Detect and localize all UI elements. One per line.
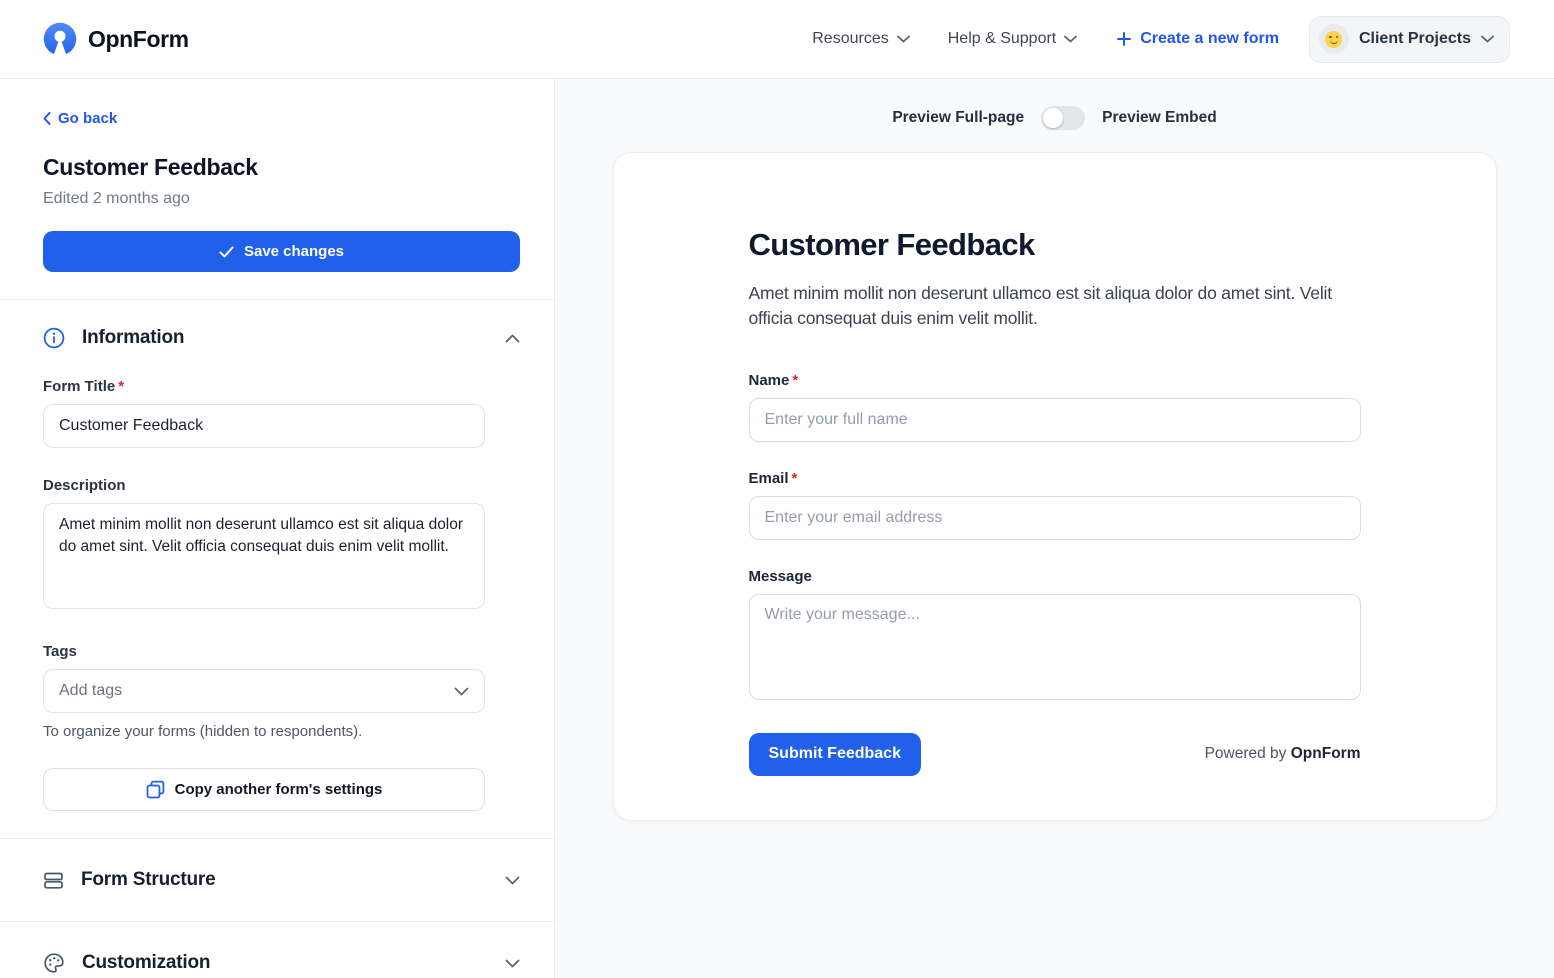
back-chevron-icon	[43, 112, 51, 125]
chevron-down-icon	[1064, 35, 1078, 43]
section-information-title: Information	[82, 327, 185, 348]
form-title-label: Form Title *	[43, 378, 125, 395]
copy-form-settings-label: Copy another form's settings	[174, 781, 383, 798]
preview-fullpage-label: Preview Full-page	[892, 109, 1025, 126]
workspace-label: Client Projects	[1358, 30, 1471, 47]
smiley-face-icon	[1325, 30, 1343, 48]
preview-mode-toggle[interactable]	[1041, 106, 1086, 130]
brand-logo[interactable]: OpnForm	[42, 21, 189, 57]
required-asterisk: *	[792, 371, 799, 389]
plus-icon	[1117, 32, 1132, 46]
tags-label: Tags	[43, 643, 77, 660]
info-icon	[43, 327, 65, 349]
required-asterisk: *	[118, 378, 125, 395]
powered-by-brand: OpnForm	[1290, 745, 1361, 763]
email-input[interactable]	[748, 495, 1361, 540]
submit-feedback-button[interactable]: Submit Feedback	[748, 732, 921, 776]
tags-select[interactable]: Add tags	[43, 669, 485, 713]
edited-timestamp: Edited 2 months ago	[43, 190, 190, 207]
preview-field-name: Name *	[748, 371, 1361, 442]
form-editor-sidebar: Go back Customer Feedback Edited 2 month…	[0, 79, 555, 978]
nav-help-support-label: Help & Support	[947, 30, 1057, 47]
copy-icon	[146, 780, 165, 799]
description-label: Description	[43, 477, 126, 494]
create-new-form-button[interactable]: Create a new form	[1117, 30, 1279, 48]
go-back-label: Go back	[58, 110, 118, 127]
chevron-down-icon	[505, 876, 520, 885]
preview-form-title: Customer Feedback	[748, 227, 1036, 262]
tags-helper-text: To organize your forms (hidden to respon…	[43, 723, 363, 740]
message-field-label: Message	[748, 567, 812, 585]
chevron-down-icon	[896, 35, 910, 43]
save-changes-label: Save changes	[243, 243, 345, 260]
preview-mode-row: Preview Full-page Preview Embed	[555, 79, 1554, 130]
chevron-up-icon	[505, 334, 520, 343]
preview-footer: Submit Feedback Powered by OpnForm	[748, 732, 1361, 776]
chevron-down-icon	[454, 687, 469, 696]
divider	[0, 299, 554, 300]
preview-field-email: Email *	[748, 469, 1361, 540]
section-form-structure-header[interactable]: Form Structure	[43, 839, 520, 921]
section-information-header[interactable]: Information	[43, 327, 520, 349]
required-asterisk: *	[791, 469, 798, 487]
workspace-switcher[interactable]: Client Projects	[1308, 15, 1510, 63]
section-customization-header[interactable]: Customization	[43, 922, 520, 978]
form-preview-card: Customer Feedback Amet minim mollit non …	[612, 152, 1497, 821]
description-textarea[interactable]: Amet minim mollit non deserunt ullamco e…	[43, 503, 485, 609]
toggle-knob	[1043, 108, 1064, 128]
chevron-down-icon	[1481, 35, 1494, 43]
email-field-label: Email *	[748, 469, 798, 487]
brand-name: OpnForm	[88, 25, 189, 52]
check-icon	[219, 246, 234, 258]
preview-form-description: Amet minim mollit non deserunt ullamco e…	[748, 283, 1333, 328]
workspace-emoji-avatar	[1318, 24, 1349, 54]
form-title-input[interactable]	[43, 404, 485, 448]
sidebar-form-title: Customer Feedback	[43, 154, 258, 180]
nav-help-support[interactable]: Help & Support	[948, 30, 1078, 48]
preview-embed-label: Preview Embed	[1102, 109, 1217, 126]
copy-form-settings-button[interactable]: Copy another form's settings	[43, 768, 485, 811]
save-changes-button[interactable]: Save changes	[43, 231, 520, 272]
nav-resources-label: Resources	[812, 30, 889, 47]
name-input[interactable]	[748, 397, 1361, 442]
section-form-structure-title: Form Structure	[81, 869, 216, 890]
chevron-down-icon	[505, 959, 520, 968]
divider	[0, 921, 554, 922]
opnform-logo-icon	[42, 21, 78, 57]
tags-placeholder: Add tags	[59, 682, 123, 699]
powered-by: Powered by OpnForm	[1204, 745, 1361, 763]
preview-field-message: Message	[748, 567, 1361, 705]
nav-resources[interactable]: Resources	[812, 30, 910, 48]
section-customization-title: Customization	[82, 952, 211, 973]
palette-icon	[43, 952, 65, 974]
app-header: OpnForm Resources Help & Support Create …	[0, 0, 1554, 79]
rows-icon	[43, 870, 64, 891]
create-new-form-label: Create a new form	[1140, 30, 1279, 47]
message-textarea[interactable]	[748, 593, 1361, 700]
go-back-link[interactable]: Go back	[43, 110, 117, 127]
information-fields: Form Title* Description Amet minim molli…	[43, 378, 520, 811]
preview-panel: Preview Full-page Preview Embed Customer…	[555, 79, 1554, 978]
name-field-label: Name *	[748, 371, 799, 389]
divider	[0, 838, 554, 839]
